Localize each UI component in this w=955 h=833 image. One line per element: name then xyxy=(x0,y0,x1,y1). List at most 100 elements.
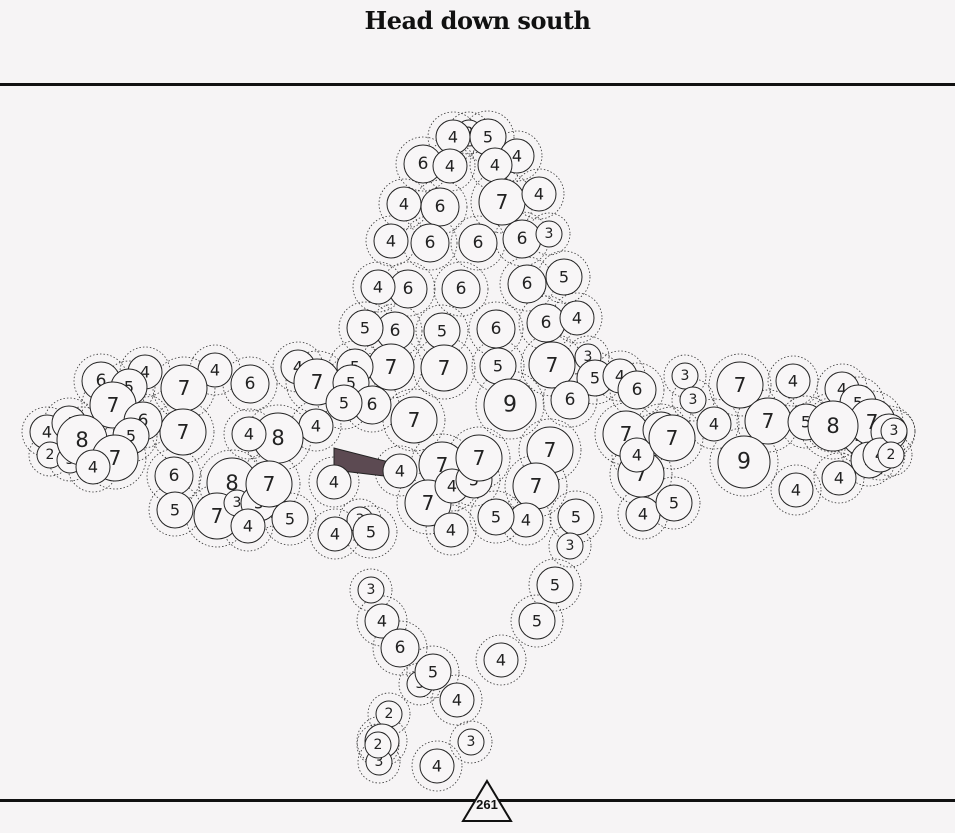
bubble-4[interactable]: 4 xyxy=(373,223,409,259)
bubble-4[interactable]: 4 xyxy=(439,682,475,718)
bubble-6[interactable]: 6 xyxy=(476,309,516,349)
bubble-circle[interactable] xyxy=(528,341,576,389)
bubble-circle[interactable] xyxy=(159,408,207,456)
bubble-4[interactable]: 4 xyxy=(521,176,557,212)
bubble-circle[interactable] xyxy=(380,628,420,668)
bubble-circle[interactable] xyxy=(352,513,390,551)
bubble-5[interactable]: 5 xyxy=(352,513,390,551)
bubble-circle[interactable] xyxy=(433,512,469,548)
bubble-circle[interactable] xyxy=(545,258,583,296)
bubble-4[interactable]: 4 xyxy=(625,496,661,532)
bubble-5[interactable]: 5 xyxy=(346,309,384,347)
bubble-4[interactable]: 4 xyxy=(432,148,468,184)
bubble-6[interactable]: 6 xyxy=(230,364,270,404)
bubble-circle[interactable] xyxy=(390,396,438,444)
bubble-6[interactable]: 6 xyxy=(458,223,498,263)
bubble-3[interactable]: 3 xyxy=(357,576,385,604)
bubble-5[interactable]: 5 xyxy=(325,384,363,422)
bubble-4[interactable]: 4 xyxy=(386,186,422,222)
bubble-circle[interactable] xyxy=(154,456,194,496)
bubble-circle[interactable] xyxy=(821,460,857,496)
bubble-3[interactable]: 3 xyxy=(671,362,699,390)
bubble-circle[interactable] xyxy=(550,380,590,420)
bubble-3[interactable]: 3 xyxy=(535,220,563,248)
bubble-circle[interactable] xyxy=(775,363,811,399)
bubble-circle[interactable] xyxy=(655,484,693,522)
bubble-5[interactable]: 5 xyxy=(423,312,461,350)
bubble-circle[interactable] xyxy=(679,386,707,414)
bubble-circle[interactable] xyxy=(271,500,309,538)
bubble-5[interactable]: 5 xyxy=(477,498,515,536)
bubble-4[interactable]: 4 xyxy=(316,464,352,500)
bubble-circle[interactable] xyxy=(526,303,566,343)
bubble-circle[interactable] xyxy=(245,460,293,508)
bubble-circle[interactable] xyxy=(375,700,403,728)
bubble-4[interactable]: 4 xyxy=(696,406,732,442)
bubble-circle[interactable] xyxy=(535,220,563,248)
bubble-6[interactable]: 6 xyxy=(526,303,566,343)
bubble-6[interactable]: 6 xyxy=(441,269,481,309)
bubble-circle[interactable] xyxy=(671,362,699,390)
bubble-circle[interactable] xyxy=(410,223,450,263)
bubble-5[interactable]: 5 xyxy=(271,500,309,538)
bubble-circle[interactable] xyxy=(477,147,513,183)
bubble-4[interactable]: 4 xyxy=(382,453,418,489)
bubble-4[interactable]: 4 xyxy=(419,748,455,784)
bubble-circle[interactable] xyxy=(357,576,385,604)
bubble-circle[interactable] xyxy=(696,406,732,442)
bubble-6[interactable]: 6 xyxy=(550,380,590,420)
bubble-circle[interactable] xyxy=(230,508,266,544)
bubble-circle[interactable] xyxy=(441,269,481,309)
bubble-2[interactable]: 2 xyxy=(877,441,905,469)
bubble-circle[interactable] xyxy=(502,219,542,259)
bubble-2[interactable]: 2 xyxy=(364,731,392,759)
bubble-4[interactable]: 4 xyxy=(230,508,266,544)
bubble-4[interactable]: 4 xyxy=(317,516,353,552)
bubble-circle[interactable] xyxy=(432,148,468,184)
bubble-7[interactable]: 7 xyxy=(455,434,503,482)
bubble-7[interactable]: 7 xyxy=(367,343,415,391)
bubble-circle[interactable] xyxy=(317,516,353,552)
bubble-board[interactable]: 2544644674466634666546566477573544755675… xyxy=(0,86,955,799)
bubble-7[interactable]: 7 xyxy=(159,408,207,456)
bubble-3[interactable]: 3 xyxy=(457,728,485,756)
bubble-circle[interactable] xyxy=(316,464,352,500)
bubble-circle[interactable] xyxy=(476,309,516,349)
bubble-4[interactable]: 4 xyxy=(231,416,267,452)
bubble-4[interactable]: 4 xyxy=(559,300,595,336)
bubble-circle[interactable] xyxy=(559,300,595,336)
bubble-4[interactable]: 4 xyxy=(775,363,811,399)
bubble-4[interactable]: 4 xyxy=(483,642,519,678)
bubble-circle[interactable] xyxy=(557,498,595,536)
bubble-7[interactable]: 7 xyxy=(160,364,208,412)
bubble-4[interactable]: 4 xyxy=(360,269,396,305)
bubble-7[interactable]: 7 xyxy=(478,178,526,226)
bubble-circle[interactable] xyxy=(419,748,455,784)
bubble-circle[interactable] xyxy=(477,498,515,536)
bubble-circle[interactable] xyxy=(716,361,764,409)
bubble-6[interactable]: 6 xyxy=(380,628,420,668)
bubble-circle[interactable] xyxy=(556,532,584,560)
bubble-circle[interactable] xyxy=(360,269,396,305)
bubble-circle[interactable] xyxy=(483,642,519,678)
bubble-6[interactable]: 6 xyxy=(154,456,194,496)
bubble-3[interactable]: 3 xyxy=(556,532,584,560)
bubble-8[interactable]: 8 xyxy=(807,400,859,452)
bubble-circle[interactable] xyxy=(625,496,661,532)
bubble-circle[interactable] xyxy=(619,437,655,473)
bubble-circle[interactable] xyxy=(877,441,905,469)
bubble-circle[interactable] xyxy=(512,462,560,510)
bubble-7[interactable]: 7 xyxy=(648,414,696,462)
bubble-4[interactable]: 4 xyxy=(298,408,334,444)
bubble-circle[interactable] xyxy=(880,417,908,445)
bubble-4[interactable]: 4 xyxy=(477,147,513,183)
bubble-9[interactable]: 9 xyxy=(717,435,771,489)
bubble-5[interactable]: 5 xyxy=(518,602,556,640)
bubble-6[interactable]: 6 xyxy=(617,370,657,410)
bubble-circle[interactable] xyxy=(160,364,208,412)
bubble-circle[interactable] xyxy=(156,491,194,529)
bubble-circle[interactable] xyxy=(364,731,392,759)
bubble-circle[interactable] xyxy=(439,682,475,718)
bubble-circle[interactable] xyxy=(420,344,468,392)
bubble-5[interactable]: 5 xyxy=(557,498,595,536)
